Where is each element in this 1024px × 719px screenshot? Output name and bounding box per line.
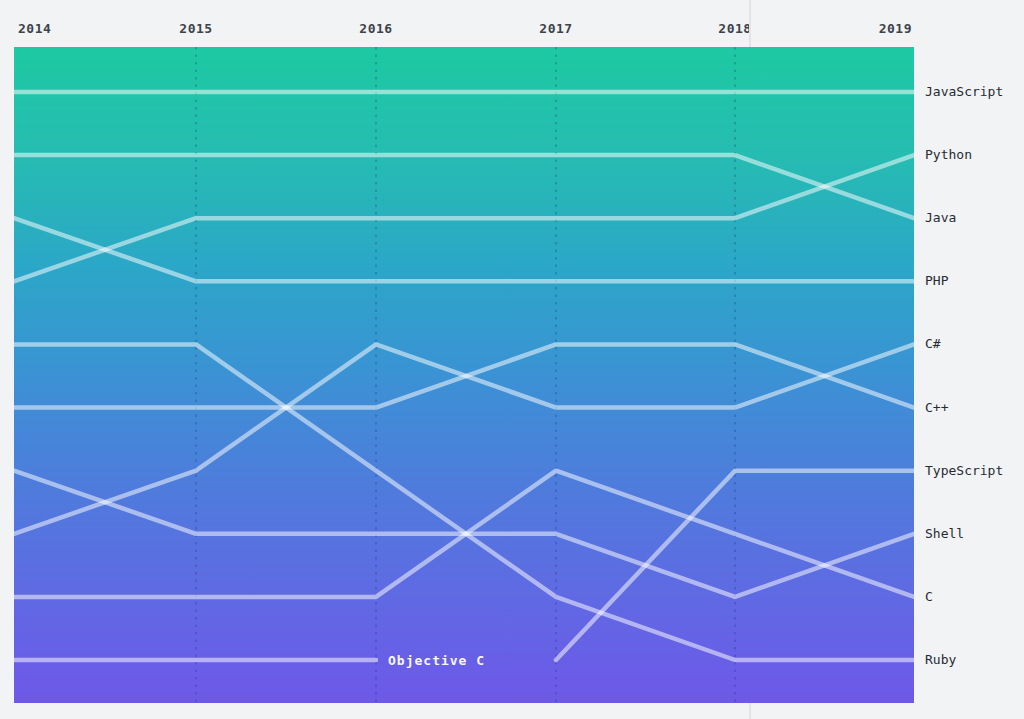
series-line-c-: [14, 344, 914, 407]
year-label-2018: 2018: [718, 21, 751, 36]
page-seam-top: [749, 0, 751, 47]
objective-c-inline-label: Objective C: [388, 653, 485, 668]
series-lines: [14, 92, 914, 660]
series-line-php: [14, 218, 914, 281]
year-label-2015: 2015: [179, 21, 212, 36]
series-line-java: [14, 155, 914, 218]
year-label-2017: 2017: [539, 21, 572, 36]
legend-php: PHP: [925, 272, 948, 290]
legend-csharp: C#: [925, 335, 941, 353]
legend-typescript: TypeScript: [925, 462, 1003, 480]
year-label-2019: 2019: [879, 21, 912, 36]
legend-javascript: JavaScript: [925, 83, 1003, 101]
legend-python: Python: [925, 146, 972, 164]
year-label-2014: 2014: [18, 21, 51, 36]
page-seam-bottom: [749, 703, 751, 719]
legend-ruby: Ruby: [925, 651, 956, 669]
legend-java: Java: [925, 209, 956, 227]
legend-shell: Shell: [925, 525, 964, 543]
chart-canvas: Objective C: [14, 47, 914, 703]
legend-c: C: [925, 588, 933, 606]
series-line-python: [14, 155, 914, 281]
year-label-2016: 2016: [359, 21, 392, 36]
series-line-c-: [14, 344, 914, 533]
page-background: 2014 2015 2016 2017 2018 2019 Objective …: [0, 0, 1024, 719]
legend-cpp: C++: [925, 399, 948, 417]
bump-chart: Objective C: [14, 47, 914, 703]
